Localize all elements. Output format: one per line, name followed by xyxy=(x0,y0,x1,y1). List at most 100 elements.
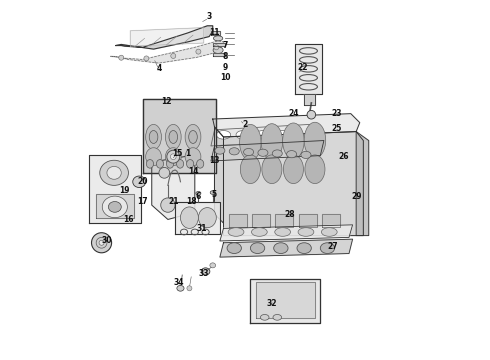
Ellipse shape xyxy=(256,131,270,139)
Ellipse shape xyxy=(146,148,161,166)
Text: 24: 24 xyxy=(288,109,299,118)
Polygon shape xyxy=(213,42,225,45)
Text: 23: 23 xyxy=(331,109,342,118)
Ellipse shape xyxy=(321,228,337,236)
Polygon shape xyxy=(143,99,216,173)
Ellipse shape xyxy=(167,150,180,163)
Ellipse shape xyxy=(287,150,296,158)
Polygon shape xyxy=(213,114,360,137)
Ellipse shape xyxy=(147,159,153,168)
Polygon shape xyxy=(250,279,320,323)
Text: 14: 14 xyxy=(188,167,198,176)
Text: 2: 2 xyxy=(243,120,247,129)
Polygon shape xyxy=(304,94,315,105)
Ellipse shape xyxy=(305,155,325,184)
Ellipse shape xyxy=(251,228,267,236)
Ellipse shape xyxy=(166,125,181,149)
Polygon shape xyxy=(211,125,310,146)
Ellipse shape xyxy=(159,167,170,178)
Circle shape xyxy=(171,53,176,58)
Ellipse shape xyxy=(320,243,335,253)
Text: 19: 19 xyxy=(120,186,130,195)
Polygon shape xyxy=(220,225,353,241)
Ellipse shape xyxy=(297,243,311,253)
Text: 15: 15 xyxy=(172,149,182,158)
Text: 34: 34 xyxy=(173,278,184,287)
Ellipse shape xyxy=(149,131,158,143)
Ellipse shape xyxy=(156,159,164,168)
Ellipse shape xyxy=(100,160,128,185)
Ellipse shape xyxy=(272,150,282,157)
Ellipse shape xyxy=(180,207,198,228)
Polygon shape xyxy=(322,214,340,226)
Ellipse shape xyxy=(198,208,216,228)
Polygon shape xyxy=(213,53,225,56)
Ellipse shape xyxy=(185,148,201,166)
Ellipse shape xyxy=(240,155,260,184)
Text: 18: 18 xyxy=(186,197,196,206)
Text: 13: 13 xyxy=(209,156,220,165)
Text: 31: 31 xyxy=(196,224,207,233)
Ellipse shape xyxy=(107,166,122,179)
Text: 11: 11 xyxy=(209,28,220,37)
Text: 29: 29 xyxy=(351,192,362,201)
Ellipse shape xyxy=(307,111,316,119)
Polygon shape xyxy=(130,28,204,46)
Polygon shape xyxy=(356,132,368,235)
Polygon shape xyxy=(256,282,315,318)
Polygon shape xyxy=(252,214,270,226)
Text: 26: 26 xyxy=(339,152,349,161)
Ellipse shape xyxy=(177,285,184,291)
Polygon shape xyxy=(295,44,322,94)
Text: 5: 5 xyxy=(212,190,217,199)
Ellipse shape xyxy=(228,228,244,236)
Polygon shape xyxy=(223,132,364,235)
Ellipse shape xyxy=(258,149,268,156)
Polygon shape xyxy=(96,194,134,218)
Ellipse shape xyxy=(146,125,161,149)
Ellipse shape xyxy=(304,122,326,158)
Text: 12: 12 xyxy=(161,96,171,105)
Ellipse shape xyxy=(227,243,242,253)
Ellipse shape xyxy=(196,159,204,168)
Text: 9: 9 xyxy=(222,63,228,72)
Ellipse shape xyxy=(96,237,107,248)
Circle shape xyxy=(144,56,149,61)
Ellipse shape xyxy=(161,198,175,212)
Polygon shape xyxy=(211,140,324,161)
Circle shape xyxy=(214,45,219,50)
Ellipse shape xyxy=(133,176,146,188)
Ellipse shape xyxy=(283,123,304,159)
Polygon shape xyxy=(275,214,294,226)
Ellipse shape xyxy=(196,192,201,195)
Ellipse shape xyxy=(273,315,282,320)
Ellipse shape xyxy=(167,159,173,168)
Circle shape xyxy=(119,55,124,60)
Polygon shape xyxy=(116,26,213,49)
Ellipse shape xyxy=(99,240,104,245)
Ellipse shape xyxy=(275,131,290,139)
Polygon shape xyxy=(89,155,141,223)
Text: 7: 7 xyxy=(222,41,228,50)
Text: 28: 28 xyxy=(285,210,295,219)
Ellipse shape xyxy=(240,125,261,160)
Ellipse shape xyxy=(108,202,122,212)
Text: 17: 17 xyxy=(138,197,148,206)
Polygon shape xyxy=(229,214,247,226)
Ellipse shape xyxy=(210,263,216,268)
Ellipse shape xyxy=(244,148,254,156)
Text: 6: 6 xyxy=(196,192,201,201)
Polygon shape xyxy=(215,127,223,223)
Polygon shape xyxy=(111,41,223,63)
Text: 3: 3 xyxy=(206,12,212,21)
Ellipse shape xyxy=(215,147,225,154)
Ellipse shape xyxy=(250,243,265,253)
Ellipse shape xyxy=(213,47,223,53)
Polygon shape xyxy=(175,202,220,234)
Text: 1: 1 xyxy=(185,149,190,158)
Ellipse shape xyxy=(187,286,192,291)
Ellipse shape xyxy=(201,268,210,275)
Ellipse shape xyxy=(189,131,197,143)
Text: 25: 25 xyxy=(331,123,342,132)
Polygon shape xyxy=(299,214,317,226)
